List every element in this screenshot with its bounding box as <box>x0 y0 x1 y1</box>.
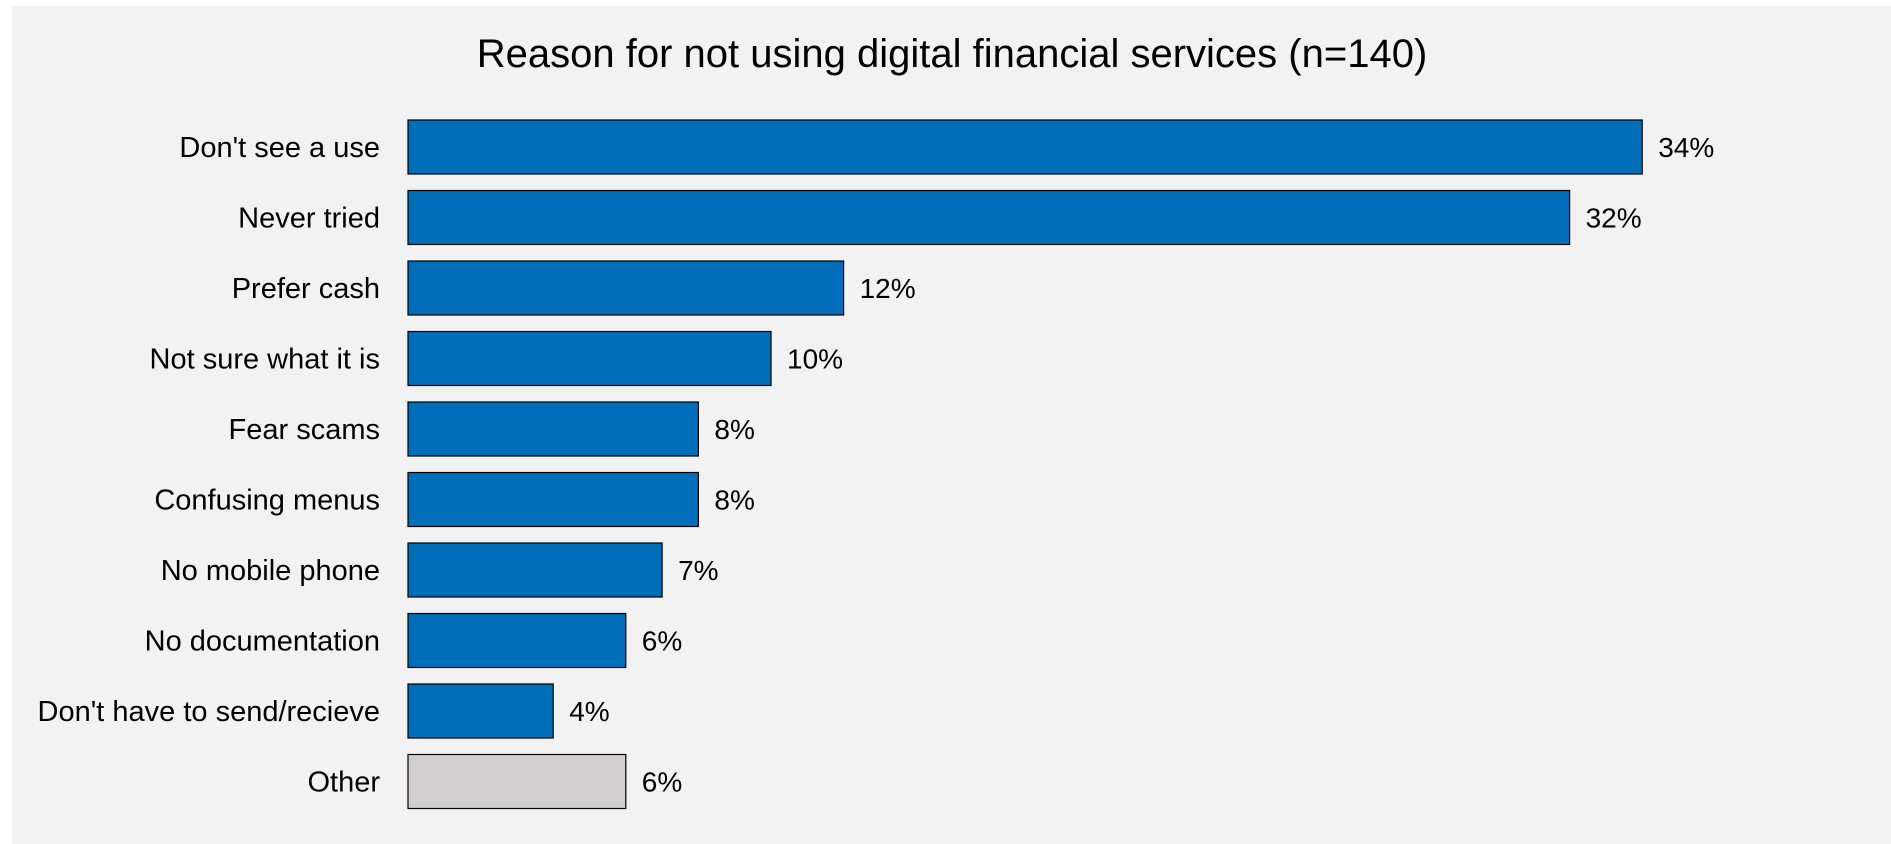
value-label-5: 8% <box>714 485 754 516</box>
bar-6 <box>407 542 663 598</box>
category-label-2: Prefer cash <box>232 273 380 305</box>
bar-3 <box>407 330 772 387</box>
bar-2 <box>407 260 845 316</box>
value-label-8: 4% <box>569 696 609 727</box>
value-label-4: 8% <box>714 414 754 445</box>
chart-panel: Reason for not using digital financial s… <box>12 6 1891 844</box>
bar-0 <box>407 119 1643 175</box>
category-label-8: Don't have to send/recieve <box>38 696 380 728</box>
value-label-0: 34% <box>1658 132 1714 163</box>
chart-title: Reason for not using digital financial s… <box>476 32 1428 76</box>
category-label-1: Never tried <box>238 203 380 235</box>
bar-5 <box>407 471 699 528</box>
category-label-6: No mobile phone <box>161 555 380 587</box>
value-label-9: 6% <box>642 767 682 798</box>
value-label-6: 7% <box>678 555 718 586</box>
category-label-9: Other <box>307 767 380 799</box>
bar-7 <box>407 612 627 669</box>
bar-chart-plot: Don't see a use 34% Never tried 32% Prefer c… <box>38 119 1714 810</box>
category-label-5: Confusing menus <box>154 485 380 517</box>
bar-9 <box>407 753 627 810</box>
category-label-7: No documentation <box>145 626 380 658</box>
bar-1 <box>407 189 1571 246</box>
value-label-1: 32% <box>1586 203 1642 234</box>
value-label-3: 10% <box>787 344 843 375</box>
category-label-0: Don't see a use <box>179 132 380 164</box>
bar-8 <box>407 683 554 739</box>
value-label-7: 6% <box>642 626 682 657</box>
bar-4 <box>407 401 699 457</box>
category-label-4: Fear scams <box>229 414 380 446</box>
value-label-2: 12% <box>860 273 916 304</box>
category-label-3: Not sure what it is <box>150 344 380 376</box>
